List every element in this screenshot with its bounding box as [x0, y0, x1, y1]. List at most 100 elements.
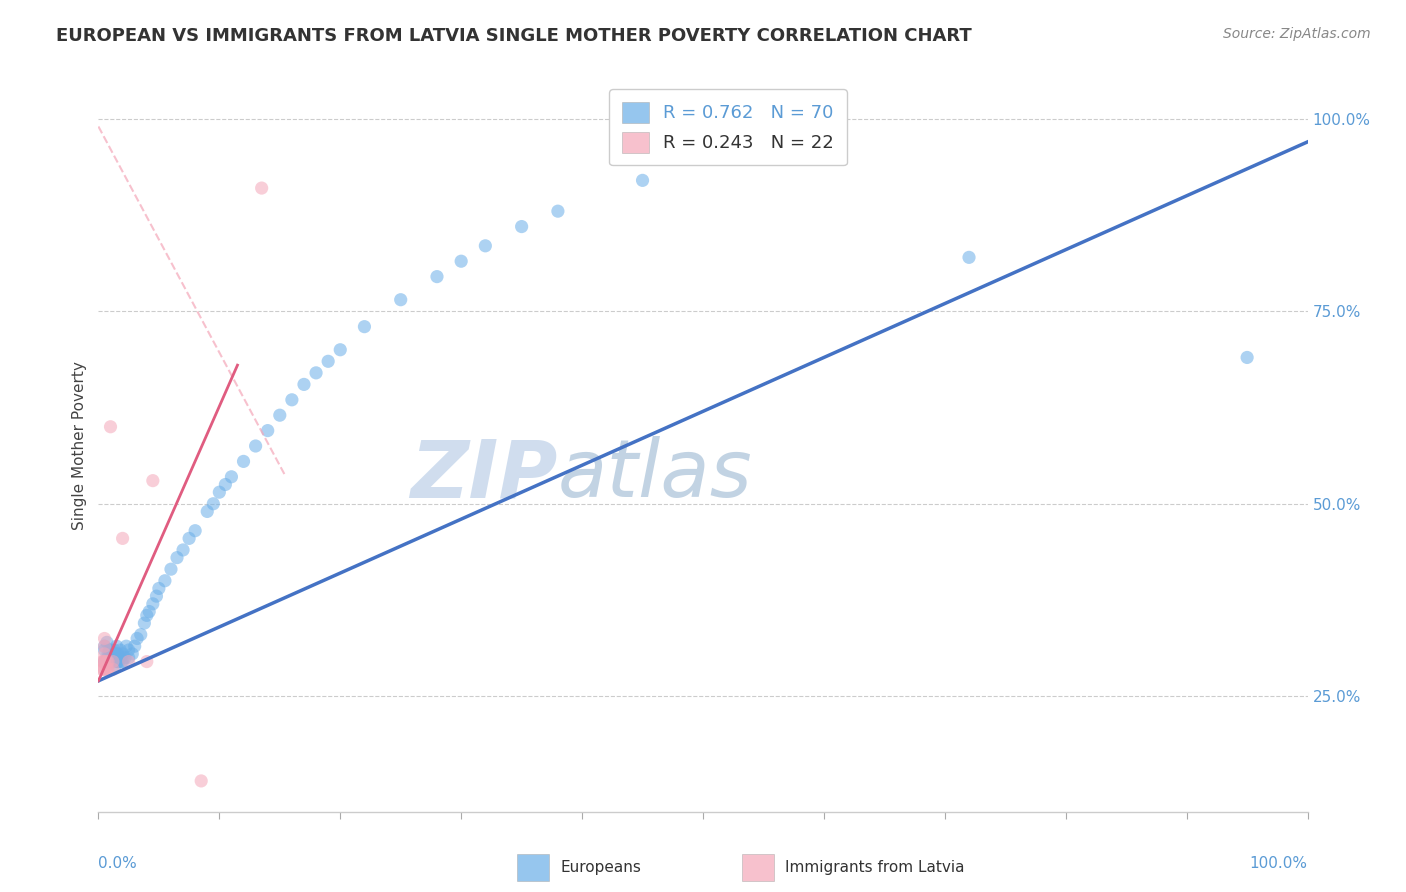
Point [353, 319, 375, 334]
Point [135, 608, 157, 623]
Point [118, 650, 141, 665]
Point [450, 254, 472, 268]
Point [91, 655, 114, 669]
Point [93, 655, 115, 669]
Point [134, 616, 156, 631]
Point [142, 474, 165, 488]
Point [107, 655, 129, 669]
Point [153, 574, 176, 588]
Point [97, 647, 120, 661]
Point [100, 419, 122, 434]
Point [96, 655, 118, 669]
Y-axis label: Single Mother Poverty: Single Mother Poverty [72, 361, 87, 531]
Point [100, 643, 122, 657]
Point [292, 377, 315, 392]
Point [91, 662, 114, 676]
Point [103, 647, 125, 661]
Point [426, 269, 449, 284]
Point [108, 655, 131, 669]
Point [510, 219, 533, 234]
Point [389, 293, 412, 307]
Legend: R = 0.762   N = 70, R = 0.243   N = 22: R = 0.762 N = 70, R = 0.243 N = 22 [609, 89, 846, 165]
Point [91, 655, 114, 669]
Point [281, 392, 304, 407]
Point [160, 562, 183, 576]
Point [148, 582, 170, 596]
Text: Immigrants from Latvia: Immigrants from Latvia [785, 861, 965, 875]
Text: Source: ZipAtlas.com: Source: ZipAtlas.com [1223, 27, 1371, 41]
Point [110, 655, 132, 669]
Point [129, 627, 152, 641]
Point [96, 635, 118, 649]
Point [114, 650, 136, 665]
Point [221, 470, 243, 484]
Point [142, 597, 165, 611]
Point [91, 662, 114, 676]
Point [105, 639, 128, 653]
Text: ZIP: ZIP [411, 436, 558, 515]
Point [97, 655, 120, 669]
Point [115, 639, 138, 653]
Point [111, 647, 134, 661]
Point [269, 408, 291, 422]
Point [135, 655, 157, 669]
Point [127, 632, 149, 646]
Point [121, 647, 143, 661]
Point [118, 655, 141, 669]
Point [179, 532, 201, 546]
Point [93, 662, 115, 676]
Point [101, 662, 124, 676]
Point [105, 647, 128, 661]
Point [305, 366, 328, 380]
Point [1236, 351, 1258, 365]
Point [256, 424, 278, 438]
Bar [517, 855, 550, 881]
Point [100, 655, 122, 669]
Point [98, 655, 121, 669]
Point [138, 605, 160, 619]
Point [108, 643, 131, 657]
Point [101, 655, 124, 669]
Point [184, 524, 207, 538]
Point [100, 650, 122, 665]
Text: atlas: atlas [558, 436, 752, 515]
Point [104, 658, 127, 673]
Point [96, 662, 118, 676]
Point [93, 639, 115, 653]
Point [93, 655, 115, 669]
Point [108, 650, 131, 665]
Text: 0.0%: 0.0% [98, 855, 138, 871]
Text: EUROPEAN VS IMMIGRANTS FROM LATVIA SINGLE MOTHER POVERTY CORRELATION CHART: EUROPEAN VS IMMIGRANTS FROM LATVIA SINGL… [56, 27, 972, 45]
Point [190, 773, 212, 788]
Point [93, 632, 115, 646]
Text: Europeans: Europeans [560, 861, 641, 875]
Point [316, 354, 339, 368]
Point [232, 454, 254, 468]
Point [93, 639, 115, 653]
Point [105, 655, 128, 669]
Point [145, 589, 167, 603]
Point [547, 204, 569, 219]
Point [93, 647, 115, 661]
Point [172, 543, 194, 558]
Point [202, 497, 225, 511]
Point [124, 639, 146, 653]
Point [101, 655, 124, 669]
Point [93, 643, 115, 657]
Text: 100.0%: 100.0% [1250, 855, 1308, 871]
Point [250, 181, 273, 195]
Point [208, 485, 231, 500]
Point [631, 173, 654, 187]
Point [103, 643, 125, 657]
Point [97, 662, 120, 676]
Point [98, 643, 121, 657]
Point [957, 251, 980, 265]
Point [166, 550, 188, 565]
Point [329, 343, 352, 357]
Point [111, 532, 134, 546]
Point [214, 477, 236, 491]
Point [111, 655, 134, 669]
Point [195, 504, 218, 518]
Point [245, 439, 267, 453]
Point [474, 239, 496, 253]
